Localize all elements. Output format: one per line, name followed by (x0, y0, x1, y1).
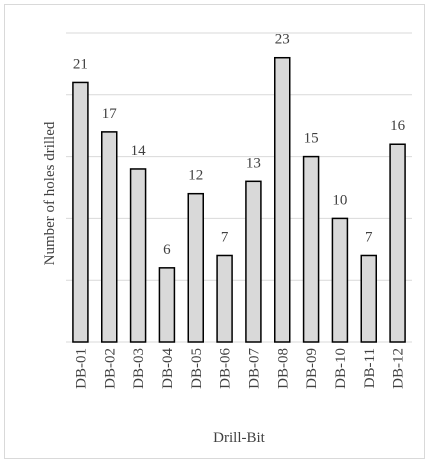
data-label-db-04: 6 (163, 242, 171, 258)
data-labels: 21 17 14 6 12 7 13 23 15 10 7 16 (73, 32, 406, 258)
x-tick-label-db-06: DB-06 (218, 348, 234, 389)
data-label-db-01: 21 (73, 56, 88, 72)
bar-db-06 (216, 254, 233, 343)
x-tick-label-db-12: DB-12 (391, 348, 407, 389)
x-tick-labels: DB-01 DB-02 DB-03 DB-04 DB-05 DB-06 DB-07 DB-08… (73, 348, 406, 389)
data-label-db-09: 15 (304, 131, 319, 147)
x-tick-label-db-01: DB-01 (73, 348, 89, 389)
x-tick-label-db-10: DB-10 (333, 348, 349, 389)
x-tick-label-db-04: DB-04 (160, 348, 176, 389)
data-label-db-08: 23 (275, 32, 290, 48)
bar-db-10 (331, 217, 349, 343)
data-label-db-03: 14 (131, 143, 147, 159)
data-label-db-07: 13 (246, 155, 261, 171)
gridlines (66, 32, 412, 343)
bar-db-11 (360, 254, 377, 343)
x-tick-label-db-05: DB-05 (189, 348, 205, 389)
bar-db-07 (245, 180, 262, 343)
x-tick-label-db-11: DB-11 (362, 348, 378, 388)
bar-db-01 (72, 81, 89, 343)
y-axis-title: Number of holes drilled (42, 121, 58, 265)
data-label-db-02: 17 (102, 106, 118, 122)
bar-db-12 (389, 143, 406, 343)
data-label-db-12: 16 (390, 118, 406, 134)
x-tick-label-db-08: DB-08 (275, 348, 291, 389)
x-tick-label-db-03: DB-03 (131, 348, 147, 389)
bar-db-08 (274, 56, 291, 343)
x-tick-label-db-02: DB-02 (102, 348, 118, 389)
bar-db-05 (187, 192, 204, 343)
x-tick-label-db-07: DB-07 (246, 348, 262, 389)
bar-db-02 (101, 131, 118, 343)
bar-db-09 (302, 155, 320, 343)
data-label-db-11: 7 (365, 229, 373, 245)
bar-db-03 (129, 168, 147, 343)
data-label-db-05: 12 (188, 168, 203, 184)
bars (72, 56, 406, 343)
bar-db-04 (158, 267, 176, 343)
data-label-db-10: 10 (332, 192, 347, 208)
x-axis-title: Drill-Bit (213, 430, 265, 446)
x-tick-label-db-09: DB-09 (304, 348, 320, 389)
data-label-db-06: 7 (221, 229, 229, 245)
